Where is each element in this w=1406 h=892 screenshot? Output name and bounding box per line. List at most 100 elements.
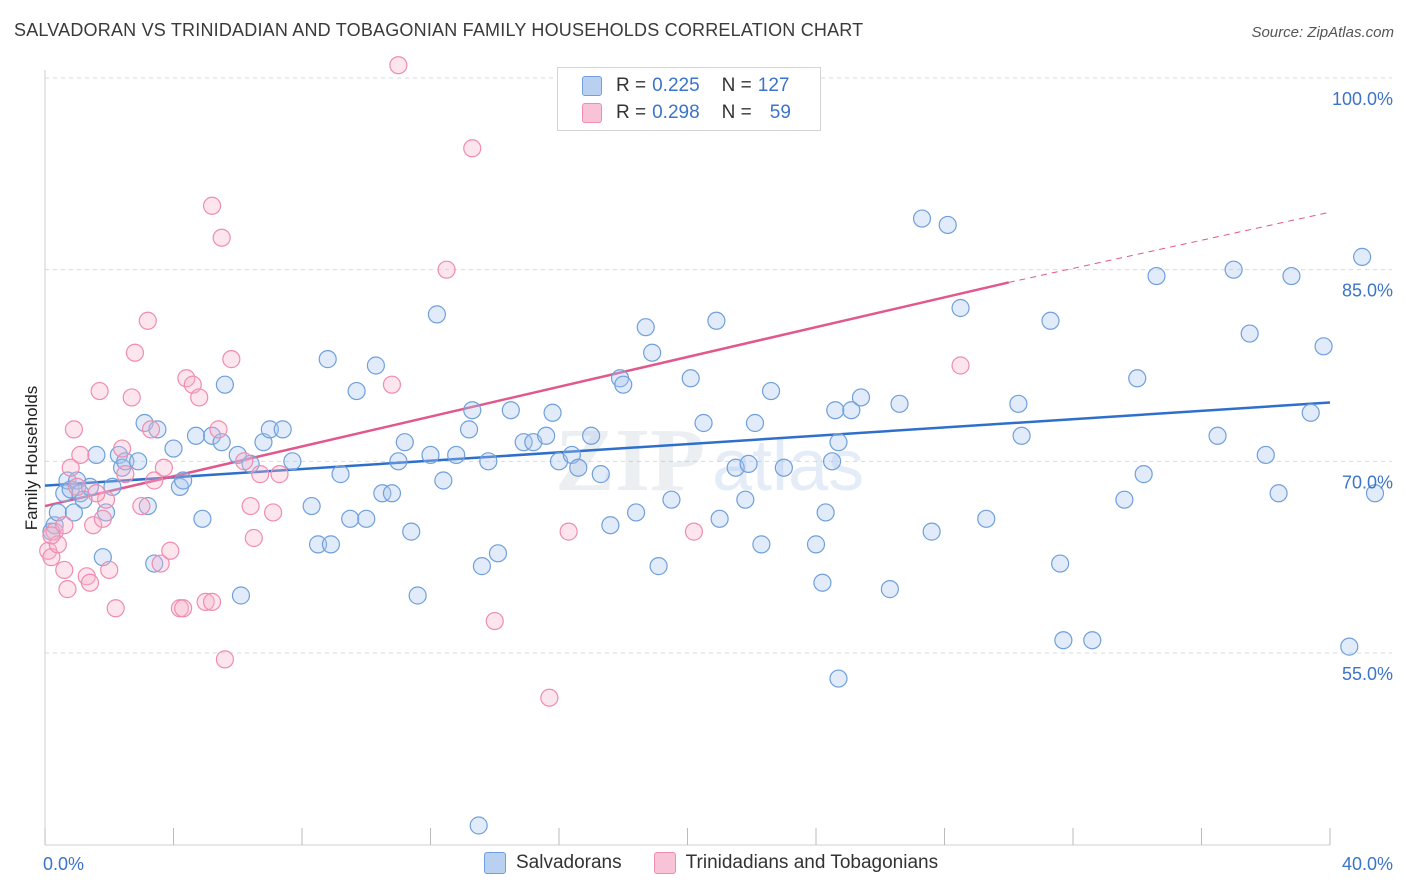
salvadoran-point <box>64 503 84 522</box>
trinidadian-point <box>68 477 87 496</box>
salvadoran-point <box>1134 465 1153 484</box>
trinidadian-trend-line <box>44 281 1010 508</box>
salvadoran-point <box>186 426 206 445</box>
trinidadian-point <box>122 388 141 407</box>
salvadoran-point <box>1353 247 1372 266</box>
salvadoran-point <box>591 465 610 484</box>
salvadoran-point <box>1054 631 1073 650</box>
trinidadian-point <box>61 458 80 477</box>
trinidadian-point <box>80 573 100 592</box>
salvadoran-point <box>164 439 183 458</box>
trinidadian-point <box>96 490 116 509</box>
salvadoran-point <box>447 445 466 465</box>
salvadoran-point <box>826 401 845 420</box>
trinidadian-point <box>55 560 74 580</box>
trinidadian-point <box>145 471 164 490</box>
x-tick-label-min: 0.0% <box>43 854 84 874</box>
salvadoran-point <box>347 381 366 401</box>
series-legend-salvadorans[interactable]: Salvadorans <box>484 852 622 874</box>
trinidadian-point <box>382 375 402 394</box>
salvadoran-point <box>514 433 533 452</box>
salvadoran-point <box>472 557 491 576</box>
salvadoran-point <box>463 401 482 420</box>
trinidadian-point <box>485 611 504 631</box>
salvadoran-trend-line <box>44 401 1331 487</box>
salvadoran-point <box>626 503 646 522</box>
legend-r-label: R = <box>616 102 647 123</box>
salvadoran-point <box>318 350 337 369</box>
trinidadian-point <box>540 688 559 707</box>
salvadoran-point <box>389 452 408 471</box>
trinidadian-point <box>235 452 254 471</box>
trinidadian-point <box>251 465 270 484</box>
salvadoran-point <box>273 420 292 439</box>
trinidadian-point <box>263 503 283 522</box>
trinidadian-point <box>132 496 151 516</box>
salvadorans-swatch <box>484 852 506 874</box>
salvadoran-point <box>129 452 148 471</box>
trinidadian-point <box>106 599 125 618</box>
salvadoran-point <box>643 343 662 362</box>
trinidadian-point <box>222 350 241 369</box>
y-tick-label: 55.0% <box>1342 664 1393 684</box>
salvadoran-point <box>569 458 588 477</box>
salvadoran-point <box>1224 260 1243 279</box>
salvadoran-point <box>341 509 360 528</box>
watermark: ZIP atlas <box>555 411 864 510</box>
legend-row-salvadorans: R = 0.225 N = 127 <box>582 73 789 99</box>
salvadoran-point <box>1269 484 1288 503</box>
salvadoran-point <box>145 554 164 573</box>
salvadoran-point <box>488 544 508 563</box>
trinidadian-point <box>951 356 970 375</box>
salvadoran-point <box>321 535 341 554</box>
trinidadian-point <box>389 56 408 75</box>
y-tick-labels: 100.0% 85.0% 70.0% 55.0% <box>1332 89 1393 684</box>
trinidadian-point <box>87 484 106 503</box>
salvadoran-point <box>977 509 996 528</box>
trinidadian-point <box>93 509 112 528</box>
trinidadian-point <box>55 516 74 535</box>
salvadoran-point <box>543 403 562 422</box>
trinidadian-point <box>244 528 263 548</box>
salvadoran-point <box>308 535 328 554</box>
salvadoran-point <box>761 381 781 401</box>
salvadoran-point <box>601 516 620 535</box>
salvadoran-point <box>822 452 842 471</box>
trinidadian-point <box>270 465 289 484</box>
salvadoran-point <box>912 209 932 228</box>
trinidadian-point <box>241 496 260 516</box>
salvadoran-point <box>829 669 848 688</box>
legend-n-label: N = <box>721 75 752 96</box>
salvadoran-point <box>829 433 848 452</box>
salvadoran-point <box>745 413 765 433</box>
series-legend-trinidadians[interactable]: Trinidadians and Tobagonians <box>653 852 938 874</box>
legend-n-label: N = <box>721 102 752 123</box>
salvadoran-point <box>87 445 106 465</box>
salvadoran-point <box>193 509 212 528</box>
salvadoran-point <box>357 509 376 528</box>
trinidadian-point <box>116 465 135 484</box>
salvadoran-point <box>138 496 157 516</box>
salvadoran-point <box>739 454 758 473</box>
salvadoran-point <box>774 458 793 477</box>
trinidadian-point <box>154 458 173 477</box>
legend-swatch-blue <box>582 76 602 96</box>
trinidadian-point <box>215 650 234 669</box>
source-label: Source: ZipAtlas.com <box>1251 24 1394 41</box>
salvadoran-point <box>1128 369 1147 388</box>
salvadoran-point <box>1256 445 1275 465</box>
salvadoran-point <box>614 375 633 394</box>
trend-lines <box>44 211 1331 508</box>
trinidadian-point <box>71 445 90 465</box>
salvadoran-point <box>402 522 421 541</box>
salvadoran-point <box>395 433 414 452</box>
salvadoran-point <box>938 215 957 235</box>
y-tick-label: 100.0% <box>1332 89 1393 109</box>
trinidadian-point <box>125 343 145 362</box>
salvadoran-point <box>1115 490 1134 509</box>
salvadoran-point <box>582 426 601 445</box>
trinidadian-point <box>151 554 170 573</box>
trinidadian-point <box>202 196 222 215</box>
salvadoran-point <box>813 573 832 592</box>
